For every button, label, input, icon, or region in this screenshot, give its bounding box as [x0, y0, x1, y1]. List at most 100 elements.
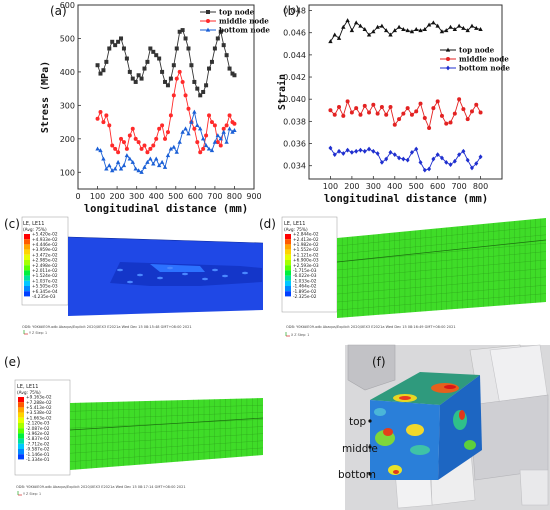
legend-value: +5.505e-03: [32, 284, 58, 290]
strain-spot: [182, 272, 188, 276]
footer-e: ODB: Y0KtölE09.odb Abaqus/Explicit 2020/…: [16, 485, 186, 489]
legend-value: +2.498e-02: [32, 263, 58, 269]
beam-e-edge: [69, 417, 264, 431]
data-point: [136, 168, 141, 173]
data-point: [435, 152, 440, 158]
data-point: [183, 36, 188, 41]
contour-d: (d) LE, LE11 (Avg: 75%) +2.844e-02+2.413…: [259, 216, 547, 337]
chart-b-frame: [308, 4, 503, 180]
data-point: [207, 113, 212, 118]
data-point: [418, 28, 423, 33]
data-point: [206, 146, 212, 151]
grid-line: [336, 234, 547, 255]
data-point: [418, 159, 423, 165]
color-swatch: [24, 249, 30, 255]
contour-c: (c) LE, LE11 (Avg: 75%) +5.420e-02+4.933…: [4, 216, 264, 335]
y-tick-label: 300: [60, 101, 75, 110]
color-swatch: [285, 291, 291, 297]
strain-spot: [117, 268, 123, 272]
data-point: [444, 159, 449, 165]
data-point: [168, 76, 173, 81]
data-point: [224, 139, 229, 144]
x-tick-label: 100: [323, 182, 338, 191]
data-point: [215, 140, 220, 145]
color-swatch: [24, 239, 30, 245]
data-point: [180, 79, 185, 84]
data-point: [110, 168, 115, 173]
data-point: [186, 106, 191, 111]
legend-value: +4.446e-02: [32, 242, 58, 248]
data-point: [336, 35, 342, 40]
data-point: [110, 143, 115, 148]
grid-line: [336, 268, 547, 287]
data-point: [112, 166, 118, 171]
data-point: [183, 126, 188, 131]
data-point: [195, 140, 200, 145]
x-tick-label: 900: [246, 192, 261, 201]
legend-value: +1.121e-02: [293, 252, 319, 258]
triad-e: Y Z Step: 1: [17, 491, 41, 496]
data-point: [452, 158, 457, 164]
beam-c-spots: [117, 266, 248, 284]
data-point: [130, 76, 135, 81]
data-point: [148, 156, 153, 161]
legend-entry: bottom node: [459, 64, 510, 73]
data-point: [366, 32, 372, 37]
data-point: [362, 103, 367, 108]
data-point: [362, 26, 367, 31]
triad-c: Y Z Step: 1: [23, 330, 47, 335]
panel-label-f: (f): [372, 355, 386, 369]
data-point: [405, 106, 410, 111]
data-point: [431, 20, 436, 25]
data-point: [121, 140, 126, 145]
legend-value: -1.033e-02: [293, 278, 317, 284]
svg-text:Y Z Step: 1: Y Z Step: 1: [29, 331, 47, 335]
strain-spot: [167, 266, 173, 270]
legend-value: +3.959e-02: [32, 247, 58, 253]
data-point: [221, 129, 226, 134]
data-point: [332, 112, 337, 117]
footer-c: ODB: Y0KtölE09.odb Abaqus/Explicit 2020/…: [22, 325, 192, 329]
grid-line: [69, 412, 264, 420]
data-point: [474, 102, 479, 107]
data-point: [439, 29, 445, 34]
data-point: [345, 147, 350, 153]
data-point: [384, 156, 389, 162]
data-point: [371, 148, 376, 154]
data-point: [221, 43, 226, 48]
strain-spot: [222, 274, 228, 278]
data-point: [107, 46, 112, 51]
legend-value: +5.413e-02: [26, 405, 52, 411]
data-point: [116, 150, 121, 155]
x-tick-label: 400: [149, 192, 164, 201]
data-point: [448, 162, 453, 167]
data-point: [212, 139, 218, 144]
data-point: [384, 112, 389, 117]
data-point: [148, 146, 153, 151]
color-swatch: [285, 270, 291, 276]
data-point: [207, 66, 212, 71]
data-point: [418, 101, 423, 106]
data-point: [171, 93, 176, 98]
legend-marker: [446, 57, 450, 61]
data-point: [452, 26, 458, 31]
data-point: [142, 143, 147, 148]
data-point: [107, 123, 112, 128]
data-point: [221, 126, 226, 131]
x-tick-label: 500: [409, 182, 424, 191]
legend-value: +2.844e-02: [293, 232, 319, 238]
data-point: [461, 107, 466, 112]
data-point: [379, 159, 384, 165]
y-tick-label: 0.042: [283, 73, 306, 82]
data-point: [232, 121, 237, 126]
data-point: [95, 116, 100, 121]
legend-value: -1.715e-03: [293, 268, 317, 274]
data-point: [349, 150, 354, 155]
data-point: [375, 24, 380, 29]
data-point: [469, 23, 475, 28]
data-point: [204, 133, 209, 138]
data-point: [160, 123, 165, 128]
strain-spot: [212, 268, 218, 272]
legend-value: +2.985e-02: [32, 258, 58, 264]
